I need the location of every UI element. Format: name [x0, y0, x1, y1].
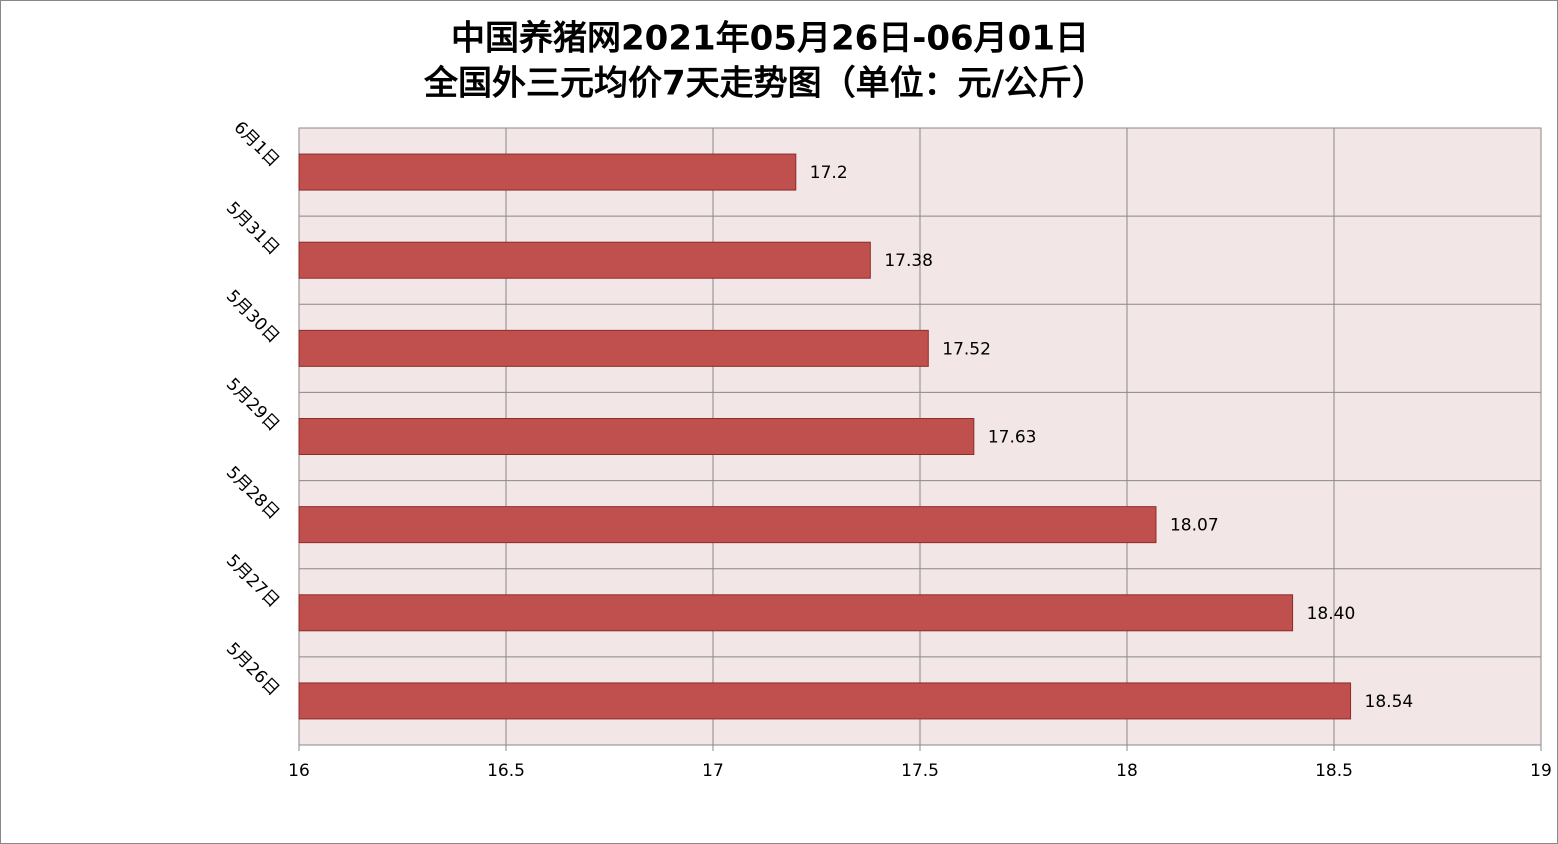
value-label: 17.63 [988, 428, 1037, 448]
x-tick-label: 16 [288, 761, 310, 781]
value-label: 18.07 [1170, 516, 1219, 536]
bar [298, 418, 975, 455]
x-tick-label: 17 [702, 761, 724, 781]
value-label: 18.54 [1365, 692, 1414, 712]
bar [298, 241, 871, 279]
chart-subtitle: 全国外三元均价7天走势图（单位：元/公斤） [423, 64, 1106, 104]
value-label: 17.52 [942, 339, 991, 359]
x-tick-label: 18 [1116, 761, 1138, 781]
x-tick-label: 18.5 [1315, 761, 1353, 781]
bar [298, 329, 929, 367]
chart-title: 中国养猪网2021年05月26日-06月01日 [451, 19, 1089, 59]
value-label: 17.38 [884, 251, 933, 271]
value-label: 17.2 [810, 163, 848, 183]
bar [298, 594, 1294, 632]
x-tick-label: 17.5 [901, 761, 939, 781]
bar [298, 506, 1157, 544]
bar [298, 682, 1352, 720]
bar [298, 153, 797, 191]
x-tick-label: 16.5 [487, 761, 525, 781]
x-tick-label: 19 [1530, 761, 1552, 781]
value-label: 18.40 [1307, 604, 1356, 624]
